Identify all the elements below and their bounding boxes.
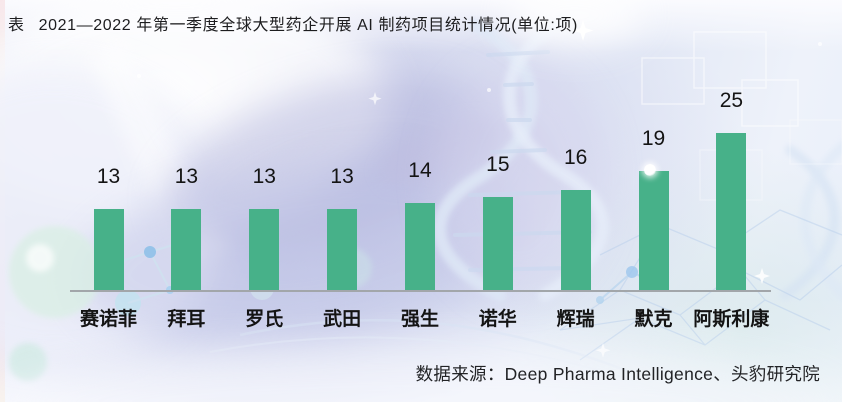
chart-bar <box>327 209 358 292</box>
bar-value-label: 13 <box>96 165 121 188</box>
bar-category-label: 武田 <box>323 309 362 330</box>
data-source-note: 数据来源：Deep Pharma Intelligence、头豹研究院 <box>415 364 820 384</box>
bar-category-label: 强生 <box>400 309 439 330</box>
chart-bar <box>404 203 435 292</box>
bar-column: 19 默克 <box>615 0 693 402</box>
chart-bar <box>249 209 280 292</box>
chart-bar <box>716 133 747 292</box>
bar-category-label: 罗氏 <box>245 309 284 330</box>
bar-column: 16 辉瑞 <box>537 0 615 402</box>
bar-category-label: 赛诺菲 <box>80 309 138 330</box>
bar-column: 15 诺华 <box>459 0 537 402</box>
bar-column: 13 罗氏 <box>225 0 303 402</box>
chart-bar <box>560 190 591 292</box>
x-axis-line <box>70 290 771 292</box>
bar-category-label: 诺华 <box>478 309 517 330</box>
bar-column: 13 赛诺菲 <box>70 0 148 402</box>
bar-value-label: 14 <box>408 159 432 182</box>
bar-column: 13 拜耳 <box>147 0 225 402</box>
bar-column: 25 阿斯利康 <box>692 0 770 402</box>
bar-value-label: 15 <box>486 153 510 176</box>
bar-category-label: 拜耳 <box>167 309 206 330</box>
chart-bar <box>638 171 669 292</box>
sparkle-bubble-icon <box>644 164 656 176</box>
chart-bar <box>171 209 202 292</box>
bar-value-label: 13 <box>252 165 276 188</box>
bar-category-label: 阿斯利康 <box>693 309 770 330</box>
bar-value-label: 13 <box>330 165 354 188</box>
bar-category-label: 默克 <box>634 309 673 330</box>
bar-column: 13 武田 <box>303 0 381 402</box>
bar-category-label: 辉瑞 <box>556 309 595 330</box>
bar-value-label: 16 <box>564 146 588 169</box>
bar-value-label: 13 <box>174 165 199 188</box>
bar-column: 14 强生 <box>381 0 459 402</box>
table-marker: 表 <box>8 17 25 34</box>
bar-value-label: 19 <box>641 127 666 150</box>
chart-bar <box>482 197 513 292</box>
chart-bar <box>93 209 124 292</box>
bar-value-label: 25 <box>719 89 744 112</box>
